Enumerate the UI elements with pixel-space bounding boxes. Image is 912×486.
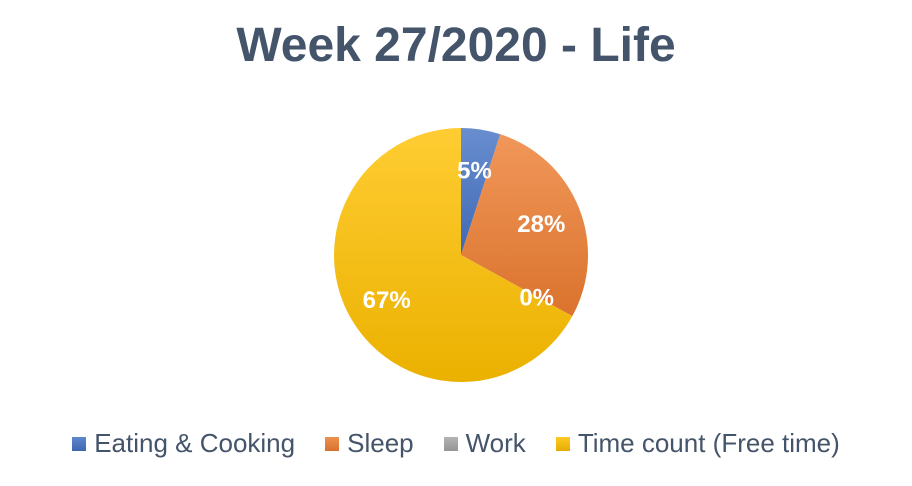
legend-swatch <box>555 436 570 451</box>
data-label: 67% <box>363 287 411 314</box>
chart-title: Week 27/2020 - Life <box>236 19 676 72</box>
pie-slice-sleep <box>461 134 589 317</box>
pie-chart: 5% 28% 0% 67% <box>334 128 589 382</box>
data-label: 28% <box>517 211 565 238</box>
legend-label: Work <box>465 428 526 458</box>
legend-item: Eating & Cooking <box>72 428 295 459</box>
legend-item: Time count (Free time) <box>555 428 840 459</box>
legend-label: Eating & Cooking <box>94 428 296 458</box>
legend-swatch <box>325 436 340 451</box>
legend-swatch <box>72 436 87 451</box>
legend-label: Time count (Free time) <box>577 428 840 458</box>
legend-label: Sleep <box>347 428 414 458</box>
data-label: 5% <box>457 158 492 185</box>
data-label: 0% <box>519 285 554 312</box>
legend-item: Sleep <box>325 428 414 459</box>
pie-slice-time-count-free-time- <box>334 128 573 382</box>
legend: Eating & Cooking Sleep Work Time count (Fre… <box>0 428 912 459</box>
pie-slice-eating-cooking <box>461 128 501 255</box>
legend-swatch <box>443 436 458 451</box>
legend-item: Work <box>443 428 526 459</box>
